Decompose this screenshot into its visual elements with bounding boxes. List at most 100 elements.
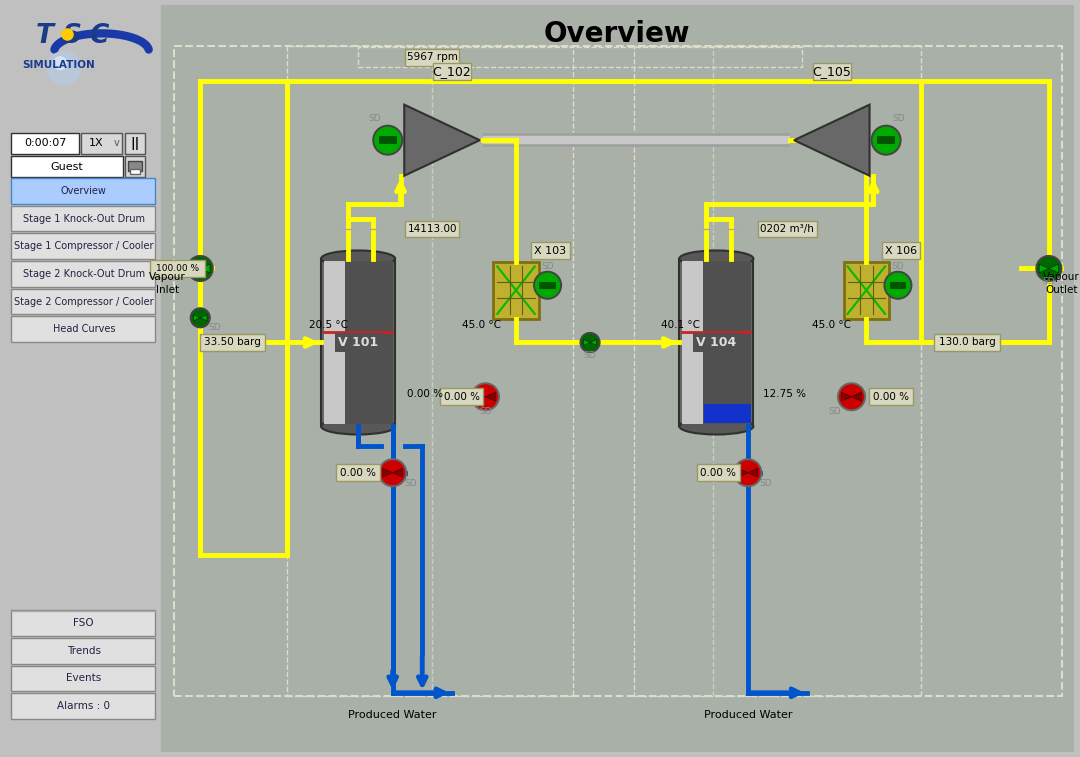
Bar bbox=[359, 48, 802, 67]
Polygon shape bbox=[200, 264, 210, 273]
Text: V 101: V 101 bbox=[338, 336, 378, 349]
Bar bbox=[704, 404, 752, 423]
Text: Vapour
Inlet: Vapour Inlet bbox=[149, 272, 186, 295]
Circle shape bbox=[872, 126, 901, 155]
Circle shape bbox=[379, 459, 406, 487]
Bar bbox=[679, 259, 754, 426]
Text: 0.00 %: 0.00 % bbox=[340, 468, 376, 478]
FancyBboxPatch shape bbox=[11, 693, 156, 719]
Polygon shape bbox=[1049, 264, 1058, 273]
Text: SD: SD bbox=[368, 114, 381, 123]
Bar bbox=[161, 5, 1074, 752]
Text: V 104: V 104 bbox=[697, 336, 737, 349]
FancyBboxPatch shape bbox=[11, 638, 156, 664]
FancyBboxPatch shape bbox=[125, 132, 146, 154]
Text: 0:00:07: 0:00:07 bbox=[24, 138, 67, 148]
Polygon shape bbox=[475, 392, 485, 401]
Text: SD: SD bbox=[404, 479, 417, 488]
Text: Stage 1 Compressor / Cooler: Stage 1 Compressor / Cooler bbox=[14, 241, 153, 251]
Text: 1X: 1X bbox=[89, 138, 103, 148]
Circle shape bbox=[54, 57, 67, 70]
Circle shape bbox=[375, 127, 401, 153]
FancyBboxPatch shape bbox=[337, 464, 380, 481]
Text: X 106: X 106 bbox=[885, 246, 917, 256]
Bar bbox=[877, 136, 895, 144]
Bar bbox=[321, 259, 395, 426]
Polygon shape bbox=[393, 469, 403, 477]
Text: 14113.00: 14113.00 bbox=[407, 224, 457, 234]
Text: SD: SD bbox=[1042, 277, 1055, 286]
Circle shape bbox=[189, 257, 211, 279]
Bar bbox=[324, 260, 345, 425]
Circle shape bbox=[582, 335, 598, 350]
Text: Events: Events bbox=[66, 674, 102, 684]
Circle shape bbox=[373, 126, 403, 155]
Text: C: C bbox=[89, 23, 108, 49]
Text: 45.0 °C: 45.0 °C bbox=[462, 319, 501, 330]
Text: 20.5 °C: 20.5 °C bbox=[309, 319, 348, 330]
Circle shape bbox=[188, 256, 213, 282]
Ellipse shape bbox=[321, 418, 395, 435]
Text: S: S bbox=[62, 23, 81, 49]
Polygon shape bbox=[193, 315, 200, 321]
Bar bbox=[494, 262, 539, 319]
FancyBboxPatch shape bbox=[11, 157, 123, 177]
Text: Alarms : 0: Alarms : 0 bbox=[57, 701, 110, 711]
Text: 40.1 °C: 40.1 °C bbox=[661, 319, 700, 330]
FancyBboxPatch shape bbox=[11, 288, 156, 314]
Polygon shape bbox=[404, 104, 480, 176]
Bar bbox=[634, 46, 920, 696]
FancyBboxPatch shape bbox=[11, 261, 156, 287]
Text: v: v bbox=[113, 138, 119, 148]
Bar bbox=[345, 260, 393, 425]
FancyBboxPatch shape bbox=[869, 388, 913, 405]
Polygon shape bbox=[1039, 264, 1049, 273]
FancyBboxPatch shape bbox=[11, 178, 156, 204]
FancyBboxPatch shape bbox=[11, 316, 156, 342]
Circle shape bbox=[737, 461, 759, 484]
FancyBboxPatch shape bbox=[812, 63, 851, 79]
Bar bbox=[174, 46, 1062, 696]
Text: 130.0 barg: 130.0 barg bbox=[939, 338, 996, 347]
FancyBboxPatch shape bbox=[405, 220, 459, 238]
Text: Produced Water: Produced Water bbox=[349, 709, 437, 719]
FancyBboxPatch shape bbox=[125, 157, 146, 177]
Polygon shape bbox=[841, 392, 851, 401]
Bar bbox=[379, 136, 396, 144]
FancyBboxPatch shape bbox=[934, 334, 1000, 351]
Circle shape bbox=[1036, 256, 1062, 282]
Circle shape bbox=[534, 272, 562, 299]
Text: SD: SD bbox=[208, 323, 221, 332]
Text: 5967 rpm: 5967 rpm bbox=[407, 52, 458, 62]
Text: Stage 1 Knock-Out Drum: Stage 1 Knock-Out Drum bbox=[23, 213, 145, 223]
Bar bbox=[287, 46, 573, 696]
FancyBboxPatch shape bbox=[433, 63, 471, 79]
Text: 0.00 %: 0.00 % bbox=[873, 392, 909, 402]
Circle shape bbox=[839, 385, 863, 409]
Polygon shape bbox=[190, 264, 200, 273]
FancyBboxPatch shape bbox=[697, 464, 740, 481]
Text: ||: || bbox=[131, 137, 139, 150]
FancyBboxPatch shape bbox=[11, 610, 156, 636]
Text: SD: SD bbox=[583, 350, 596, 360]
FancyBboxPatch shape bbox=[11, 233, 156, 259]
Circle shape bbox=[874, 127, 899, 153]
Circle shape bbox=[472, 383, 499, 410]
Text: SD: SD bbox=[892, 114, 905, 123]
Text: C_105: C_105 bbox=[812, 64, 851, 78]
Bar bbox=[703, 260, 752, 425]
Ellipse shape bbox=[679, 418, 754, 435]
Text: SD: SD bbox=[828, 407, 841, 416]
FancyBboxPatch shape bbox=[757, 220, 818, 238]
Polygon shape bbox=[851, 392, 862, 401]
Text: Trends: Trends bbox=[67, 646, 100, 656]
FancyBboxPatch shape bbox=[405, 49, 459, 66]
Text: 12.75 %: 12.75 % bbox=[762, 389, 806, 399]
Bar bbox=[890, 282, 906, 289]
Polygon shape bbox=[485, 392, 496, 401]
FancyBboxPatch shape bbox=[11, 206, 156, 232]
Circle shape bbox=[474, 385, 497, 409]
Text: 45.0 °C: 45.0 °C bbox=[812, 319, 851, 330]
Ellipse shape bbox=[679, 251, 754, 266]
Text: T: T bbox=[36, 23, 53, 49]
